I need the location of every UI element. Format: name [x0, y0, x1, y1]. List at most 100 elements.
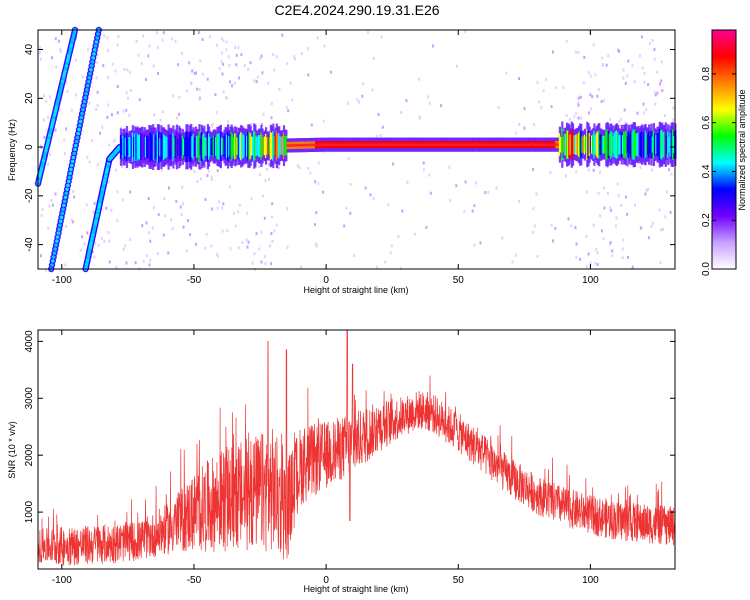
spectrogram-band-peak [420, 143, 424, 146]
spectrogram-band-peak [317, 143, 320, 146]
spectrogram-noise-cell [182, 202, 185, 206]
spectrogram-noise-cell [260, 230, 263, 234]
spectrogram-noise-cell [235, 53, 238, 57]
spectrogram-noise-cell [587, 168, 590, 172]
spectrogram-noise-cell [654, 93, 657, 97]
spectrogram-noise-cell [381, 125, 384, 129]
spectrogram-band-peak [384, 143, 387, 146]
spectrogram-band-core [240, 132, 243, 161]
spectrogram-noise-cell [573, 158, 576, 162]
spectrogram-band-core [575, 134, 578, 155]
spectrogram-band-core [216, 133, 219, 160]
spectrogram-noise-cell [536, 81, 539, 85]
spectrogram-line-core [66, 183, 70, 188]
spectrogram-band-peak [345, 143, 349, 146]
spectrogram-noise-cell [429, 191, 432, 195]
spectrogram-noise-cell [116, 190, 119, 194]
spectrogram-noise-cell [611, 249, 614, 253]
spectrogram-noise-cell [129, 190, 131, 194]
spectrogram-noise-cell [550, 223, 553, 227]
spectrogram-noise-cell [66, 90, 69, 93]
spectrogram-noise-cell [315, 244, 318, 248]
spectrogram-noise-cell [594, 261, 597, 265]
spectrogram-band-core [166, 136, 169, 158]
spectrogram-band-peak [355, 143, 358, 146]
spectrogram-band-core [650, 130, 653, 159]
spectrogram-band-core [664, 129, 667, 160]
spectrogram-band-peak [398, 143, 401, 146]
spectrogram-band-core [127, 139, 130, 156]
spectrogram-band-peak [469, 143, 472, 146]
spectrogram-band-core [645, 133, 648, 156]
spectrogram-noise-cell [55, 65, 58, 69]
spectrogram-band-peak [311, 143, 314, 147]
spectrogram-noise-cell [216, 254, 219, 258]
spectrogram-band-core [213, 135, 217, 158]
spectrogram-line-core [82, 99, 87, 104]
spectrogram-noise-cell [552, 239, 554, 243]
spectrogram-band-core [204, 137, 207, 156]
spectrogram-band-core [122, 135, 125, 159]
spectrogram-noise-cell [575, 255, 578, 259]
spectrogram-noise-cell [353, 254, 356, 257]
spectrogram-band-peak [538, 143, 541, 146]
spectrogram-noise-cell [296, 164, 299, 168]
spectrogram-noise-cell [88, 101, 91, 105]
spectrogram-band-peak [372, 143, 375, 146]
spectrogram-band-peak [463, 143, 466, 146]
spectrogram-noise-cell [575, 242, 578, 246]
snr-x-tick-label: -50 [187, 575, 202, 586]
spectrogram-noise-cell [550, 105, 553, 109]
spectrogram-noise-cell [456, 64, 458, 68]
snr-x-tick-label: -100 [52, 575, 72, 586]
spectrogram-band-peak [332, 143, 335, 146]
spectrogram-noise-cell [99, 131, 102, 135]
spectrogram-band-peak [468, 143, 471, 146]
spectrogram-noise-cell [389, 251, 392, 255]
spectrogram-noise-cell [588, 30, 591, 34]
spectrogram-band-peak [323, 143, 326, 146]
spectrogram-band-core [667, 131, 670, 159]
spectrogram-band-peak [545, 143, 548, 146]
spectrogram-noise-cell [40, 213, 43, 217]
spectrogram-band-core [564, 133, 567, 156]
spectrogram-noise-cell [372, 57, 375, 60]
spectrogram-band-peak [492, 143, 495, 146]
spectrogram-noise-cell [285, 106, 288, 110]
spectrogram-line-core [96, 32, 100, 36]
spectrogram-band-core [266, 137, 269, 155]
spectrogram-band-core [623, 131, 626, 158]
spectrogram-noise-cell [231, 84, 233, 88]
spectrogram-noise-cell [518, 122, 521, 126]
spectrogram-noise-cell [624, 195, 627, 199]
spectrogram-noise-cell [575, 111, 578, 115]
spectrogram-band-core [659, 130, 663, 159]
spectrogram-noise-cell [377, 113, 380, 116]
spectrogram-noise-cell [636, 111, 639, 115]
spectrogram-band-core [163, 135, 167, 159]
spectrogram-noise-cell [116, 219, 119, 223]
spectrogram-noise-cell [72, 189, 75, 193]
spectrogram-band-peak [504, 143, 507, 146]
spectrogram-noise-cell [107, 103, 110, 107]
spectrogram-band-peak [524, 143, 527, 146]
spectrogram-noise-cell [206, 77, 209, 81]
spectrogram-x-tick-label: 100 [582, 275, 599, 286]
spectrogram-band-core [193, 137, 196, 157]
snr-x-axis-label: Height of straight line (km) [303, 584, 408, 594]
spectrogram-band-core [246, 135, 249, 157]
spectrogram-noise-cell [356, 98, 359, 102]
spectrogram-band-core [570, 129, 573, 161]
spectrogram-noise-cell [618, 119, 621, 123]
spectrogram-band-core [579, 130, 582, 159]
spectrogram-band-peak [546, 143, 550, 146]
spectrogram-noise-cell [235, 63, 238, 67]
spectrogram-noise-cell [606, 191, 609, 195]
spectrogram-noise-cell [221, 51, 224, 55]
spectrogram-x-ticks: -100 -50 0 50 100 [52, 30, 599, 286]
spectrogram-band-core [262, 137, 265, 155]
spectrogram-noise-cell [97, 243, 100, 247]
spectrogram-band-peak [464, 143, 468, 146]
spectrogram-band-core [260, 132, 263, 160]
spectrogram-noise-cell [518, 77, 520, 81]
